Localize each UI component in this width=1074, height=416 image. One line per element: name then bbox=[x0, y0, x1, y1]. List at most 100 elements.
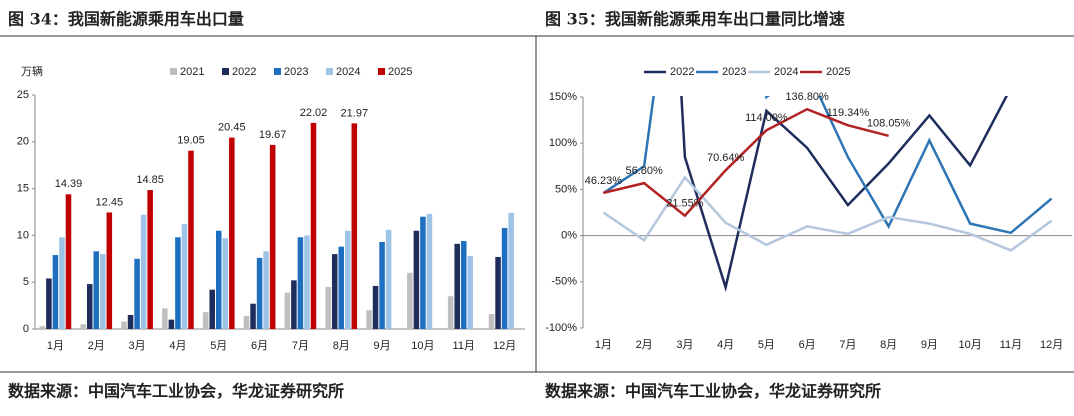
bar bbox=[209, 289, 215, 329]
x-tick-label: 9月 bbox=[374, 340, 391, 352]
bar bbox=[447, 296, 454, 329]
bar bbox=[39, 326, 46, 329]
bar bbox=[175, 237, 181, 329]
bar bbox=[488, 314, 495, 329]
value-label: 21.97 bbox=[341, 107, 369, 119]
bar bbox=[106, 212, 113, 329]
bar bbox=[127, 314, 134, 329]
bar bbox=[140, 214, 147, 329]
y-tick-label: 100% bbox=[549, 137, 577, 149]
chart-title: 图 34：我国新能源乘用车出口量 bbox=[8, 10, 244, 29]
bar bbox=[345, 230, 351, 329]
legend-label: 2022 bbox=[232, 66, 256, 78]
x-tick-label: 1月 bbox=[595, 339, 612, 351]
x-tick-label: 11月 bbox=[453, 340, 475, 352]
x-tick-label: 4月 bbox=[169, 340, 186, 352]
bar bbox=[121, 321, 127, 329]
value-label: 21.55% bbox=[666, 198, 704, 210]
y-tick-label: 0 bbox=[23, 323, 29, 335]
y-tick-label: -50% bbox=[551, 276, 577, 288]
bar bbox=[291, 280, 297, 329]
bar bbox=[366, 310, 372, 329]
x-tick-label: 8月 bbox=[880, 339, 897, 351]
x-tick-label: 7月 bbox=[292, 340, 309, 352]
bar bbox=[304, 235, 310, 329]
bar bbox=[454, 243, 460, 329]
legend-label: 2022 bbox=[670, 66, 694, 78]
y-tick-label: 25 bbox=[17, 89, 29, 101]
bar bbox=[495, 256, 501, 329]
bar bbox=[162, 308, 168, 329]
bar bbox=[407, 272, 413, 329]
bar bbox=[331, 254, 338, 329]
value-label: 22.02 bbox=[300, 107, 328, 119]
x-tick-label: 7月 bbox=[839, 339, 856, 351]
bar bbox=[379, 241, 385, 329]
legend-label: 2021 bbox=[180, 66, 204, 78]
bar bbox=[256, 257, 263, 329]
bar bbox=[338, 246, 345, 329]
line bbox=[680, 96, 1009, 293]
y-tick-label: 150% bbox=[549, 91, 577, 103]
source-note: 数据来源：中国汽车工业协会，华龙证券研究所 bbox=[545, 382, 881, 401]
bar bbox=[222, 238, 229, 329]
x-tick-label: 2月 bbox=[636, 339, 653, 351]
x-tick-label: 3月 bbox=[676, 339, 693, 351]
bar bbox=[420, 216, 426, 329]
bar bbox=[59, 237, 65, 329]
bar bbox=[134, 258, 140, 329]
x-tick-label: 4月 bbox=[717, 339, 734, 351]
value-label: 114.00% bbox=[745, 112, 788, 124]
bar bbox=[147, 190, 153, 329]
x-tick-label: 12月 bbox=[493, 340, 516, 352]
value-label: 19.67 bbox=[259, 129, 287, 141]
value-label: 70.64% bbox=[707, 152, 745, 164]
bar bbox=[181, 224, 188, 329]
bar bbox=[310, 122, 317, 330]
bar bbox=[263, 251, 269, 329]
bar bbox=[86, 284, 93, 329]
x-tick-label: 8月 bbox=[333, 340, 350, 352]
x-tick-label: 10月 bbox=[411, 340, 434, 352]
bar bbox=[250, 303, 256, 329]
bar bbox=[243, 315, 250, 329]
y-tick-label: 10 bbox=[17, 229, 29, 241]
legend-label: 2024 bbox=[774, 66, 798, 78]
bar bbox=[325, 286, 331, 329]
bar bbox=[426, 213, 433, 329]
bar bbox=[372, 285, 379, 329]
legend-label: 2025 bbox=[388, 66, 412, 78]
bar bbox=[467, 255, 474, 329]
value-label: 136.80% bbox=[785, 91, 829, 103]
legend-swatch bbox=[222, 68, 229, 75]
bar bbox=[46, 278, 52, 329]
bar bbox=[100, 254, 106, 329]
value-label: 12.45 bbox=[96, 196, 124, 208]
x-tick-label: 9月 bbox=[921, 339, 938, 351]
line bbox=[602, 175, 1053, 252]
x-tick-label: 6月 bbox=[799, 339, 816, 351]
legend-label: 2024 bbox=[336, 66, 360, 78]
value-label: 119.34% bbox=[827, 107, 870, 119]
y-tick-label: 50% bbox=[555, 183, 577, 195]
value-label: 19.05 bbox=[177, 135, 205, 147]
bar bbox=[413, 230, 420, 329]
bar bbox=[508, 212, 514, 329]
x-tick-label: 11月 bbox=[1000, 339, 1022, 351]
plot-area bbox=[602, 96, 1053, 293]
bar bbox=[202, 312, 209, 329]
legend-swatch bbox=[326, 68, 333, 75]
bar bbox=[351, 123, 358, 329]
value-label: 14.39 bbox=[55, 178, 83, 190]
x-tick-label: 5月 bbox=[210, 340, 227, 352]
x-tick-label: 5月 bbox=[758, 339, 775, 351]
y-tick-label: 15 bbox=[17, 183, 29, 195]
bar bbox=[215, 230, 222, 329]
bar bbox=[52, 255, 59, 329]
x-tick-label: 1月 bbox=[47, 340, 64, 352]
bar bbox=[65, 194, 72, 329]
value-label: 108.05% bbox=[867, 118, 911, 130]
value-label: 46.23% bbox=[585, 175, 623, 187]
y-unit: 万辆 bbox=[21, 64, 43, 78]
legend-label: 2023 bbox=[284, 66, 308, 78]
